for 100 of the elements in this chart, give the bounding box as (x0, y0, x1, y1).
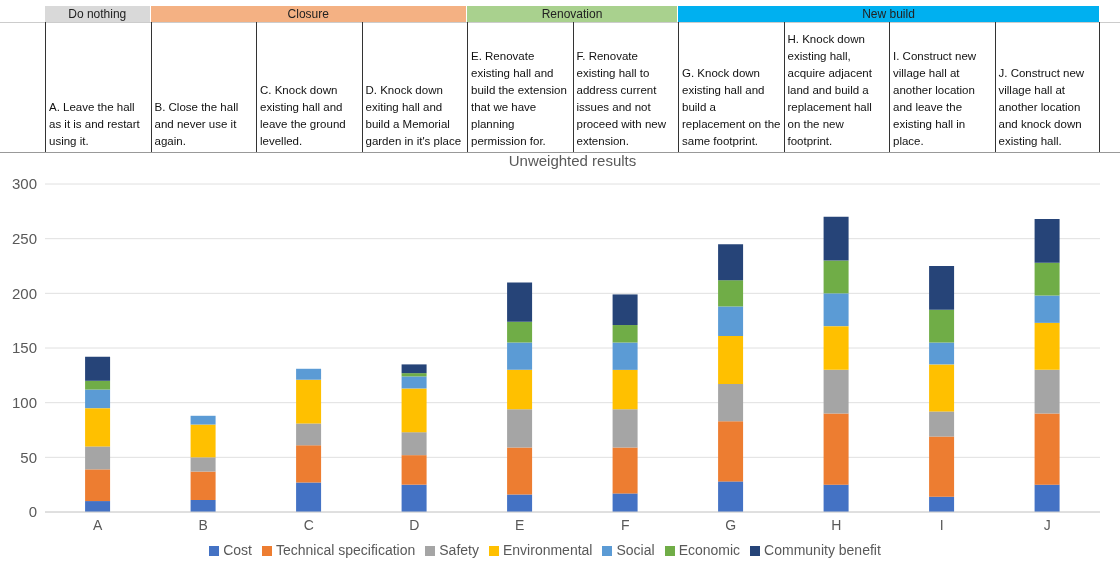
bar (401, 388, 427, 433)
bar (612, 342, 638, 370)
bar (507, 447, 533, 495)
y-tick-label: 0 (28, 503, 37, 521)
bar (507, 494, 533, 512)
x-tick-label: G (725, 516, 737, 533)
legend-label: Social (616, 542, 655, 558)
bar (190, 424, 216, 458)
bar (296, 445, 322, 483)
x-tick-label: H (831, 516, 842, 533)
bar (1034, 413, 1060, 485)
y-tick-label: 150 (11, 339, 37, 357)
bar (1034, 369, 1060, 414)
bar (823, 369, 849, 414)
legend-label: Community benefit (764, 542, 881, 558)
text: Renovation (467, 6, 678, 22)
text: F. Renovate existing hall to address current issues and not proceed with new extension. (576, 49, 667, 149)
bar (190, 457, 216, 472)
bar (823, 484, 849, 512)
bar (612, 325, 638, 343)
bar (718, 280, 744, 307)
bar (718, 306, 744, 336)
bar (1034, 322, 1060, 370)
text: Closure (150, 6, 467, 22)
text: B. Close the hall and never use it again. (154, 100, 240, 149)
bar (612, 493, 638, 512)
bar (85, 408, 111, 447)
legend-label: Technical specification (275, 542, 416, 558)
x-tick-label: D (409, 516, 420, 533)
bar (1034, 262, 1060, 296)
text: G. Knock down existing hall and build a replacement on the same footprint. (682, 66, 781, 149)
bar (929, 436, 955, 497)
bar (1034, 218, 1060, 263)
bar (296, 368, 322, 380)
bar (401, 364, 427, 374)
y-tick-label: 100 (11, 393, 37, 411)
bar (507, 321, 533, 343)
chart-title: Unweighted results (507, 152, 638, 169)
bar (401, 373, 427, 377)
bar (85, 446, 111, 470)
bar (823, 413, 849, 485)
text: E. Renovate existing hall and build the extension that we have planning permission for. (471, 49, 568, 149)
y-tick-label: 50 (20, 448, 37, 466)
bar (507, 369, 533, 410)
bar (823, 260, 849, 294)
bar (190, 415, 216, 425)
bar (507, 342, 533, 370)
bar (190, 499, 216, 512)
bar (612, 447, 638, 494)
x-tick-label: C (303, 516, 314, 533)
bar (929, 309, 955, 343)
legend-label: Safety (439, 542, 479, 558)
x-tick-label: E (515, 516, 525, 533)
bar (718, 421, 744, 482)
text: Do nothing (45, 6, 151, 22)
bar (823, 293, 849, 327)
x-tick-label: B (198, 516, 208, 533)
bar (612, 409, 638, 448)
text: A. Leave the hall as it is and restart using it. (49, 100, 141, 149)
bar (296, 379, 322, 424)
text: H. Knock down existing hall, acquire adjacent land and build a replacement hall on the new footprint. (787, 32, 873, 149)
text: J. Construct new village hall at another location and knock down existing hall. (998, 66, 1086, 149)
bar (823, 326, 849, 370)
bar (401, 376, 427, 389)
bar (612, 369, 638, 410)
text: D. Knock down exiting hall and build a Memorial garden in it's place (365, 83, 463, 149)
text: New build (678, 6, 1100, 22)
bar (296, 482, 322, 512)
bar (85, 389, 111, 409)
y-tick-label: 200 (11, 284, 37, 302)
bar (929, 266, 955, 310)
bar (507, 282, 533, 322)
bar (401, 484, 427, 512)
legend-label: Economic (678, 542, 741, 558)
y-tick-label: 250 (11, 229, 37, 247)
x-tick-label: J (1043, 516, 1051, 533)
bar (85, 469, 111, 502)
bar (612, 294, 638, 326)
text: I. Construct new village hall at another location and leave the existing hall in place. (893, 49, 978, 149)
bar (85, 356, 111, 381)
x-tick-label: F (620, 516, 630, 533)
bar (85, 380, 111, 390)
bar (718, 335, 744, 385)
bar (929, 496, 955, 512)
x-tick-label: I (939, 516, 944, 533)
bar (823, 216, 849, 261)
legend-label: Environmental (502, 542, 593, 558)
bar (929, 364, 955, 412)
bar (1034, 484, 1060, 512)
bar (507, 409, 533, 448)
text: C. Knock down existing hall and leave the ground levelled. (260, 83, 347, 149)
y-tick-label: 300 (11, 175, 37, 193)
bar (929, 342, 955, 365)
x-tick-label: A (93, 516, 104, 533)
bar (296, 423, 322, 446)
bar (401, 432, 427, 456)
bar (929, 411, 955, 437)
bar (1034, 295, 1060, 323)
legend-label: Cost (223, 542, 252, 558)
bar (718, 384, 744, 422)
